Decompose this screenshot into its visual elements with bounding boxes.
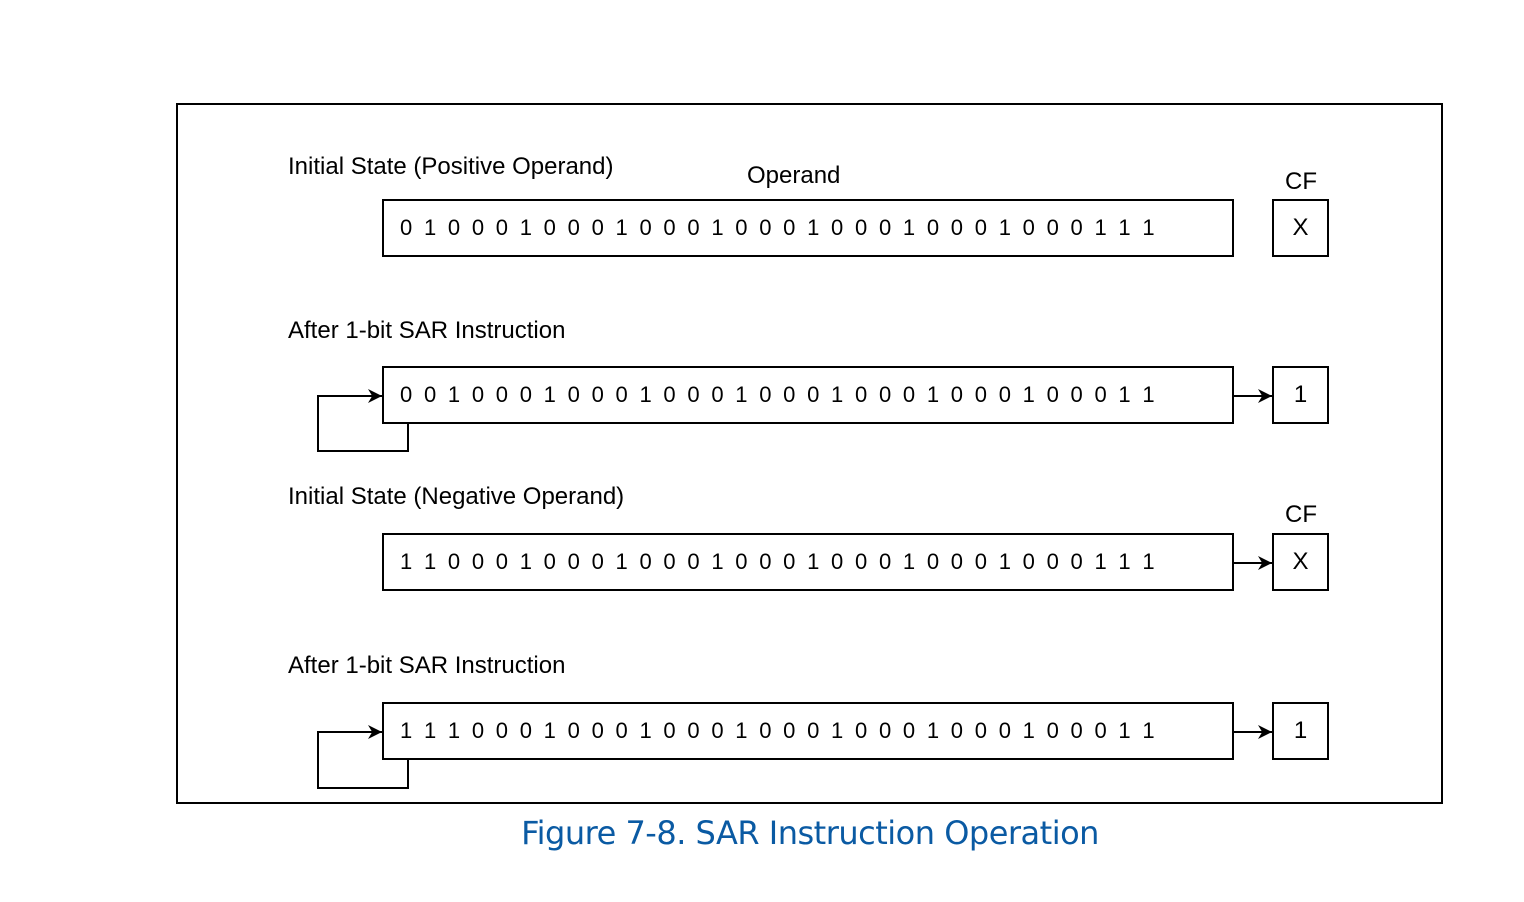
figure-caption: Figure 7-8. SAR Instruction Operation: [521, 814, 1099, 852]
carry-flag-box: X: [1272, 533, 1329, 591]
operand-label: Operand: [747, 162, 841, 189]
carry-flag-value: X: [1292, 548, 1309, 575]
operand-register-positive-after: 0 0 1 0 0 0 1 0 0 0 1 0 0 0 1 0 0 0 1 0 …: [382, 366, 1234, 424]
carry-flag-value: X: [1292, 214, 1309, 241]
row-title-positive-after: After 1-bit SAR Instruction: [288, 317, 566, 344]
operand-register-negative-initial: 1 1 0 0 0 1 0 0 0 1 0 0 0 1 0 0 0 1 0 0 …: [382, 533, 1234, 591]
sign-bit-feedback-arrow: [317, 389, 409, 452]
register-bits: 1 1 1 0 0 0 1 0 0 0 1 0 0 0 1 0 0 0 1 0 …: [400, 718, 1155, 743]
sign-bit-feedback-arrow: [317, 725, 409, 789]
carry-flag-value: 1: [1293, 381, 1308, 408]
carry-flag-value: 1: [1293, 717, 1308, 744]
register-bits: 0 0 1 0 0 0 1 0 0 0 1 0 0 0 1 0 0 0 1 0 …: [400, 382, 1155, 407]
row-title-positive-initial: Initial State (Positive Operand): [288, 153, 614, 180]
register-bits: 1 1 0 0 0 1 0 0 0 1 0 0 0 1 0 0 0 1 0 0 …: [400, 549, 1155, 574]
register-bits: 0 1 0 0 0 1 0 0 0 1 0 0 0 1 0 0 0 1 0 0 …: [400, 215, 1155, 240]
carry-flag-box: 1: [1272, 366, 1329, 424]
figure-frame: [176, 103, 1443, 804]
operand-register-positive-initial: 0 1 0 0 0 1 0 0 0 1 0 0 0 1 0 0 0 1 0 0 …: [382, 199, 1234, 257]
carry-flag-box: 1: [1272, 702, 1329, 760]
operand-register-negative-after: 1 1 1 0 0 0 1 0 0 0 1 0 0 0 1 0 0 0 1 0 …: [382, 702, 1234, 760]
row-title-negative-initial: Initial State (Negative Operand): [288, 483, 625, 510]
cf-label-top: CF: [1285, 168, 1317, 195]
cf-label-bottom: CF: [1285, 501, 1317, 528]
carry-flag-box: X: [1272, 199, 1329, 257]
row-title-negative-after: After 1-bit SAR Instruction: [288, 652, 566, 679]
